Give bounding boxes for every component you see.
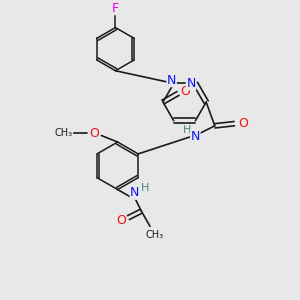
Text: N: N: [130, 186, 140, 199]
Text: H: H: [182, 125, 191, 135]
Text: CH₃: CH₃: [55, 128, 73, 138]
Text: N: N: [191, 130, 200, 143]
Text: N: N: [167, 74, 176, 87]
Text: N: N: [186, 77, 196, 90]
Text: CH₃: CH₃: [145, 230, 164, 240]
Text: F: F: [112, 2, 119, 15]
Text: O: O: [116, 214, 126, 227]
Text: O: O: [238, 117, 248, 130]
Text: O: O: [181, 85, 190, 98]
Text: O: O: [89, 127, 99, 140]
Text: H: H: [140, 184, 149, 194]
